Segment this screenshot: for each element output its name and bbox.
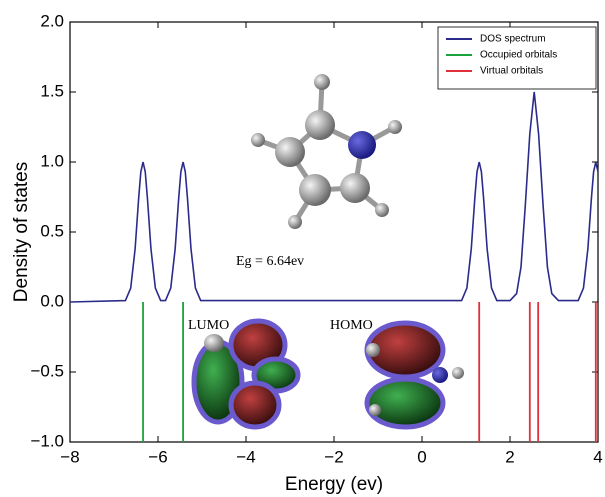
x-tick-label: −8 xyxy=(60,447,79,466)
homo-orbital xyxy=(364,320,464,430)
dos-line xyxy=(69,91,599,303)
x-tick-label: 4 xyxy=(593,447,602,466)
x-tick-label: −2 xyxy=(324,447,343,466)
y-tick-label: −1.0 xyxy=(30,431,64,450)
y-tick-label: 1.5 xyxy=(40,81,64,100)
y-tick-label: 1.0 xyxy=(40,151,64,170)
x-tick-label: −6 xyxy=(148,447,167,466)
annotation: LUMO xyxy=(188,318,229,333)
y-tick-label: 0.0 xyxy=(40,291,64,310)
legend-label: DOS spectrum xyxy=(480,34,546,45)
y-tick-label: 0.5 xyxy=(40,221,64,240)
y-axis-label: Density of states xyxy=(11,162,32,302)
legend-label: Virtual orbitals xyxy=(480,66,543,77)
legend-label: Occupied orbitals xyxy=(480,50,557,61)
x-tick-label: −4 xyxy=(236,447,255,466)
annotation: Eg = 6.64ev xyxy=(236,254,304,269)
y-tick-label: −0.5 xyxy=(30,361,64,380)
x-axis-label: Energy (ev) xyxy=(285,474,383,495)
y-tick-label: 2.0 xyxy=(40,11,64,30)
lumo-orbital xyxy=(191,318,301,430)
annotation: HOMO xyxy=(330,318,373,333)
legend-box xyxy=(437,26,597,90)
x-tick-label: 0 xyxy=(417,447,426,466)
molecule xyxy=(251,74,402,229)
x-tick-label: 2 xyxy=(505,447,514,466)
